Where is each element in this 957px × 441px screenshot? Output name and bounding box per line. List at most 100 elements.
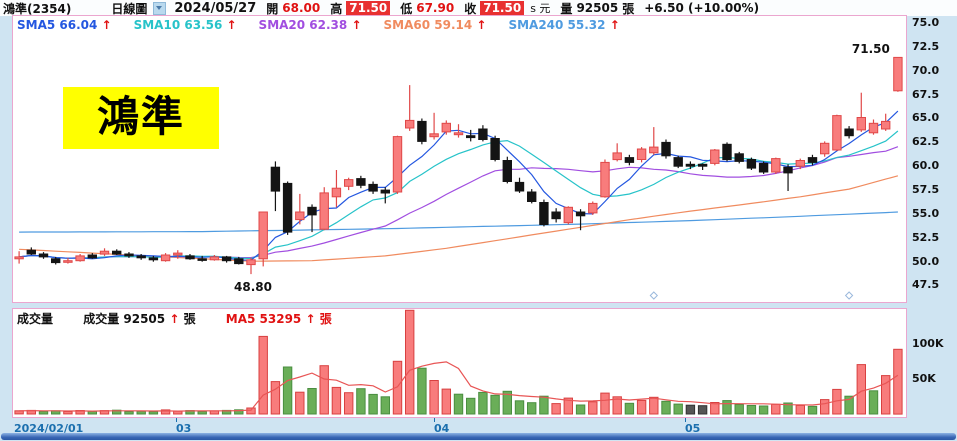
low-label: 低 bbox=[400, 1, 413, 16]
volume-bar bbox=[539, 395, 549, 415]
price-axis-tick: 67.5 bbox=[912, 88, 940, 101]
candle-body bbox=[783, 166, 793, 174]
candle-body bbox=[734, 153, 744, 162]
candle-body bbox=[307, 206, 317, 216]
candle-body bbox=[380, 189, 391, 194]
volume-bar bbox=[234, 409, 244, 415]
volume-bar bbox=[807, 405, 818, 415]
candle-body bbox=[356, 178, 366, 186]
volume-title: 成交量 bbox=[17, 312, 54, 326]
candle-body bbox=[881, 120, 891, 130]
candle-body bbox=[124, 253, 134, 257]
volume-bar bbox=[881, 375, 891, 415]
volume-bar bbox=[368, 393, 378, 415]
candle-body bbox=[832, 115, 842, 151]
volume-bar bbox=[429, 380, 439, 415]
stock-symbol: 鴻準(2354) bbox=[3, 1, 72, 16]
volume-bar bbox=[112, 409, 122, 415]
sma-legend-item-0: SMA5 66.04 ↑ bbox=[17, 18, 112, 32]
volume-bar bbox=[38, 410, 49, 415]
candle-body bbox=[112, 250, 122, 255]
volume-bar bbox=[588, 401, 598, 415]
volume-bar bbox=[344, 392, 354, 415]
stock-name-watermark: 鴻準 bbox=[63, 87, 219, 149]
candle-body bbox=[697, 163, 708, 167]
volume-bar bbox=[820, 399, 830, 415]
time-axis-label: 03 bbox=[176, 422, 192, 435]
candlestick-chart[interactable] bbox=[13, 16, 904, 300]
candle-body bbox=[429, 133, 439, 138]
date-label: 2024/05/27 bbox=[174, 0, 257, 16]
candle-body bbox=[661, 141, 671, 157]
low-value: 67.90 bbox=[416, 1, 455, 15]
candle-body bbox=[38, 253, 49, 258]
time-axis-tick bbox=[176, 418, 177, 422]
event-marker-icon bbox=[844, 291, 854, 300]
price-axis-tick: 60.0 bbox=[912, 159, 940, 172]
candle-body bbox=[868, 122, 879, 134]
price-axis-tick: 52.5 bbox=[912, 231, 940, 244]
candle-body bbox=[612, 152, 622, 161]
volume-bar bbox=[63, 411, 73, 415]
candle-body bbox=[844, 128, 854, 137]
open-label: 開 bbox=[266, 1, 279, 16]
candle-body bbox=[26, 249, 36, 255]
volume-bar bbox=[710, 402, 720, 415]
price-axis-tick: 57.5 bbox=[912, 183, 940, 196]
volume-ma5-line bbox=[19, 361, 899, 412]
up-arrow-icon: ↑ bbox=[97, 18, 112, 32]
chart-type-label[interactable]: 日線圖 bbox=[111, 1, 148, 16]
volume-bar bbox=[356, 388, 366, 415]
candle-body bbox=[551, 211, 561, 220]
candle-body bbox=[99, 250, 110, 255]
candle-body bbox=[722, 143, 732, 161]
candle-body bbox=[197, 258, 207, 261]
candle-body bbox=[160, 254, 171, 262]
price-axis-tick: 72.5 bbox=[912, 40, 940, 53]
volume-value: 92505 bbox=[576, 1, 619, 15]
volume-bar bbox=[636, 399, 647, 415]
candle-body bbox=[514, 181, 525, 192]
price-axis-tick: 75.0 bbox=[912, 16, 940, 29]
candle-body bbox=[527, 191, 537, 202]
candle-body bbox=[685, 163, 696, 167]
volume-ma-unit: 張 bbox=[319, 312, 332, 326]
volume-bar bbox=[270, 381, 281, 415]
high-price-annotation: 71.50 bbox=[851, 42, 890, 56]
candle-body bbox=[258, 211, 268, 260]
candle-body bbox=[600, 161, 610, 198]
volume-bar bbox=[307, 388, 317, 415]
volume-chart[interactable] bbox=[13, 309, 904, 415]
close-value-badge: 71.50 bbox=[480, 1, 525, 15]
volume-axis-tick: 100K bbox=[912, 337, 944, 350]
dropdown-icon[interactable] bbox=[153, 1, 167, 15]
volume-reading-unit: 張 bbox=[183, 312, 196, 326]
candle-body bbox=[624, 157, 635, 163]
high-label: 高 bbox=[330, 1, 343, 16]
volume-bar bbox=[734, 404, 744, 415]
sma-legend: SMA5 66.04 ↑ SMA10 63.56 ↑ SMA20 62.38 ↑ SM… bbox=[17, 18, 642, 32]
candle-body bbox=[295, 211, 305, 221]
volume-bar bbox=[685, 404, 696, 415]
volume-bar bbox=[893, 348, 903, 415]
volume-bar bbox=[722, 400, 732, 415]
sma10-line bbox=[19, 130, 899, 260]
price-axis-tick: 65.0 bbox=[912, 111, 940, 124]
volume-bar bbox=[466, 397, 476, 415]
candle-body bbox=[185, 255, 195, 260]
candle-body bbox=[807, 157, 818, 163]
volume-bar bbox=[502, 390, 513, 415]
volume-bar bbox=[160, 409, 171, 415]
candle-body bbox=[405, 119, 415, 129]
timeline-scrollbar[interactable] bbox=[1, 433, 956, 440]
price-axis-tick: 50.0 bbox=[912, 255, 940, 268]
volume-bar bbox=[783, 402, 793, 415]
volume-bar bbox=[563, 397, 573, 415]
candle-body bbox=[51, 258, 61, 264]
volume-bar bbox=[478, 391, 488, 415]
volume-bar bbox=[124, 411, 134, 415]
up-arrow-icon: ↑ bbox=[605, 18, 620, 32]
header-bar: 鴻準(2354) 日線圖 2024/05/27 開 68.00 高 71.50 … bbox=[0, 0, 957, 16]
volume-ma-up-arrow-icon: ↑ bbox=[305, 312, 316, 326]
volume-bar bbox=[624, 402, 635, 415]
